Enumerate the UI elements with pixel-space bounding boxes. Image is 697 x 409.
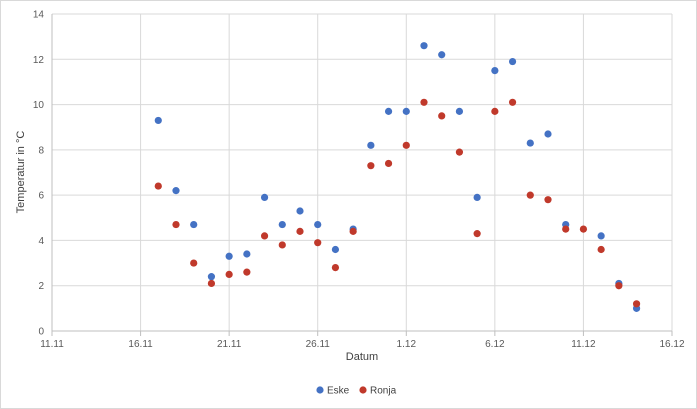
point-ronja bbox=[544, 196, 552, 204]
point-ronja bbox=[349, 227, 357, 235]
y-tick-label: 12 bbox=[33, 55, 45, 66]
point-eske bbox=[526, 139, 534, 147]
point-ronja bbox=[243, 268, 251, 276]
point-ronja bbox=[632, 300, 641, 308]
data-points bbox=[154, 42, 641, 312]
point-eske bbox=[207, 273, 216, 281]
point-eske bbox=[508, 57, 517, 66]
legend-marker-ronja bbox=[359, 386, 367, 394]
x-tick-label: 6.12 bbox=[485, 339, 505, 350]
point-eske bbox=[278, 220, 286, 229]
point-eske bbox=[438, 51, 446, 59]
point-ronja bbox=[384, 159, 393, 168]
point-ronja bbox=[597, 245, 605, 254]
point-ronja bbox=[402, 141, 410, 149]
point-ronja bbox=[154, 182, 162, 190]
x-tick-label: 16.11 bbox=[128, 339, 153, 350]
point-eske bbox=[296, 207, 304, 215]
legend-label-ronja: Ronja bbox=[370, 386, 397, 397]
point-eske bbox=[367, 141, 375, 149]
point-ronja bbox=[207, 279, 216, 288]
y-tick-label: 8 bbox=[38, 145, 44, 156]
y-tick-label: 2 bbox=[38, 281, 44, 292]
point-ronja bbox=[225, 270, 233, 278]
point-ronja bbox=[579, 225, 588, 233]
point-eske bbox=[420, 42, 428, 50]
x-tick-labels: 11.11 16.11 21.11 26.11 1.12 6.12 11.12 16.12 bbox=[40, 339, 685, 350]
point-eske bbox=[544, 130, 552, 138]
point-ronja bbox=[615, 282, 623, 290]
point-eske bbox=[225, 252, 233, 260]
y-axis-title: Temperatur in °C bbox=[15, 131, 27, 214]
point-ronja bbox=[526, 191, 534, 199]
point-ronja bbox=[314, 239, 322, 247]
point-ronja bbox=[420, 98, 428, 106]
point-eske bbox=[314, 220, 322, 229]
point-eske bbox=[491, 67, 499, 75]
point-ronja bbox=[508, 98, 517, 106]
legend-marker-eske bbox=[316, 386, 324, 394]
y-tick-label: 4 bbox=[38, 236, 44, 247]
point-ronja bbox=[367, 162, 375, 170]
point-eske bbox=[260, 193, 269, 202]
point-eske bbox=[455, 107, 464, 115]
point-ronja bbox=[260, 232, 269, 240]
x-tick-label: 11.12 bbox=[571, 339, 596, 350]
grid-lines bbox=[52, 13, 673, 331]
x-tick-label: 16.12 bbox=[659, 339, 684, 350]
point-ronja bbox=[296, 227, 304, 235]
y-tick-label: 10 bbox=[33, 100, 45, 111]
point-eske bbox=[384, 107, 393, 115]
point-eske bbox=[190, 220, 198, 229]
x-tick-label: 1.12 bbox=[397, 339, 417, 350]
point-eske bbox=[597, 232, 605, 240]
legend: Eske Ronja bbox=[316, 386, 397, 397]
y-tick-label: 0 bbox=[38, 327, 44, 338]
x-tick-label: 21.11 bbox=[217, 339, 242, 350]
point-ronja bbox=[491, 107, 499, 115]
point-eske bbox=[473, 193, 481, 202]
point-eske bbox=[172, 187, 180, 195]
point-ronja bbox=[455, 148, 464, 156]
legend-label-eske: Eske bbox=[327, 386, 350, 397]
point-ronja bbox=[473, 230, 481, 238]
y-tick-label: 14 bbox=[33, 10, 45, 21]
point-eske bbox=[331, 245, 340, 254]
x-tick-label: 11.11 bbox=[40, 339, 64, 350]
point-ronja bbox=[562, 225, 570, 233]
point-ronja bbox=[172, 220, 180, 229]
point-eske bbox=[243, 250, 251, 258]
point-eske bbox=[402, 107, 410, 115]
point-ronja bbox=[438, 112, 446, 120]
point-eske bbox=[154, 116, 162, 125]
x-axis-title: Datum bbox=[346, 351, 378, 363]
y-tick-label: 6 bbox=[38, 191, 44, 202]
y-tick-labels: 0 2 4 6 8 10 12 14 bbox=[33, 10, 45, 338]
point-ronja bbox=[278, 241, 286, 249]
axes bbox=[51, 14, 673, 336]
point-ronja bbox=[331, 264, 340, 272]
x-tick-label: 26.11 bbox=[306, 339, 331, 350]
point-ronja bbox=[190, 259, 198, 267]
